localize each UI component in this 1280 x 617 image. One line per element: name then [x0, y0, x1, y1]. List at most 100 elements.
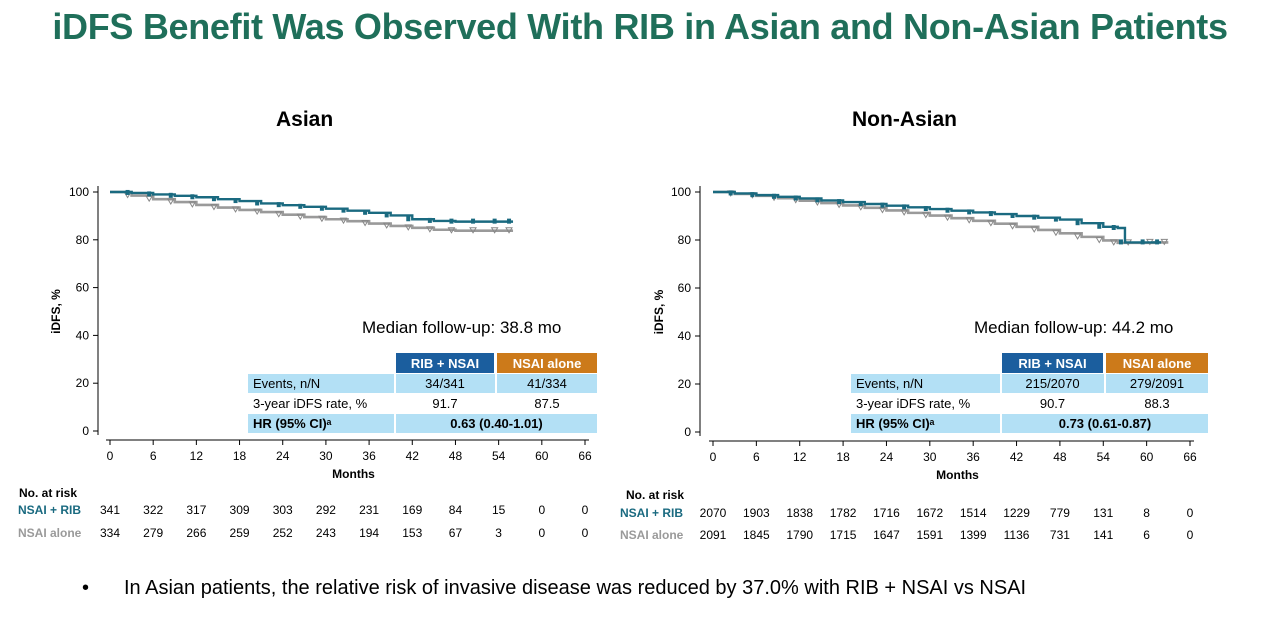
asian-risk-value: 67	[449, 526, 463, 540]
asian-risk-value: 341	[100, 503, 120, 517]
non-asian-x-tick-label: 24	[880, 450, 894, 464]
non-asian-rib-censor-mark	[1111, 225, 1116, 230]
non-asian-rib-censor-mark	[923, 206, 928, 212]
non-asian-risk-value: 1716	[873, 506, 900, 520]
slide-title: iDFS Benefit Was Observed With RIB in As…	[52, 6, 1228, 47]
asian-table-row-bg	[248, 414, 597, 433]
non-asian-risk-value: 731	[1050, 528, 1070, 542]
asian-nsai-censor-mark	[404, 224, 413, 231]
asian-risk-value: 259	[230, 526, 250, 540]
asian-y-tick-label: 0	[82, 424, 89, 438]
non-asian-rib-censor-mark	[1053, 216, 1058, 222]
non-asian-risk-value: 1838	[786, 506, 813, 520]
asian-risk-row-label: NSAI + RIB	[18, 503, 81, 517]
asian-risk-value: 317	[186, 503, 206, 517]
non-asian-nsai-censor-mark	[900, 209, 909, 216]
non-asian-x-tick-label: 54	[1097, 450, 1111, 464]
non-asian-y-tick-label: 100	[671, 185, 691, 199]
non-asian-risk-value: 2091	[700, 528, 727, 542]
non-asian-rib-censor-mark	[1097, 223, 1102, 229]
asian-nsai-censor-mark	[274, 211, 283, 218]
asian-risk-value: 322	[143, 503, 163, 517]
non-asian-risk-value: 8	[1143, 506, 1150, 520]
asian-table-nsai-value: 41/334	[527, 376, 567, 391]
asian-risk-row-label: NSAI alone	[18, 526, 82, 540]
chart-title-asian: Asian	[276, 108, 334, 131]
asian-x-tick-label: 60	[535, 449, 549, 463]
asian-table-row-label: 3-year iDFS rate, %	[253, 396, 368, 411]
non-asian-x-tick-label: 48	[1053, 450, 1067, 464]
non-asian-y-tick-label: 0	[684, 425, 691, 439]
non-asian-table-row-label: 3-year iDFS rate, %	[856, 396, 971, 411]
asian-y-axis-label: iDFS, %	[49, 289, 63, 334]
non-asian-nsai-censor-mark	[1008, 223, 1017, 230]
asian-rib-censor-mark	[406, 216, 411, 222]
asian-y-tick-label: 60	[76, 281, 90, 295]
asian-rib-censor-mark	[190, 194, 195, 200]
non-asian-x-tick-label: 66	[1183, 450, 1197, 464]
non-asian-risk-value: 0	[1187, 528, 1194, 542]
non-asian-rib-censor-mark	[837, 199, 842, 205]
asian-nsai-censor-mark	[361, 220, 369, 227]
asian-rib-censor-mark	[255, 200, 260, 206]
non-asian-rib-censor-mark	[750, 192, 755, 198]
non-asian-risk-value: 1136	[1004, 528, 1030, 542]
non-asian-y-tick-label: 60	[678, 281, 692, 295]
non-asian-table-row-label: HR (95% CI)ᵃ	[856, 416, 935, 431]
non-asian-x-axis-label: Months	[936, 468, 979, 482]
non-asian-y-tick-label: 20	[678, 377, 692, 391]
asian-rib-censor-mark	[125, 189, 130, 195]
asian-median-followup: Median follow-up: 38.8 mo	[362, 318, 561, 337]
asian-risk-value: 252	[273, 526, 293, 540]
non-asian-nsai-censor-mark	[943, 214, 952, 222]
asian-rib-censor-mark	[211, 196, 216, 202]
non-asian-risk-value: 0	[1187, 506, 1194, 520]
non-asian-rib-censor-mark	[772, 193, 777, 199]
asian-risk-value: 3	[495, 526, 502, 540]
non-asian-table-header-nsai-bg	[1106, 353, 1208, 373]
asian-risk-value: 334	[100, 526, 120, 540]
non-asian-table-header-nsai: NSAI alone	[1123, 356, 1192, 371]
asian-nsai-censor-mark	[296, 213, 305, 221]
non-asian-x-tick-label: 60	[1140, 450, 1154, 464]
non-asian-median-followup: Median follow-up: 44.2 mo	[974, 318, 1173, 337]
asian-risk-value: 0	[538, 526, 545, 540]
non-asian-risk-value: 1715	[830, 528, 857, 542]
asian-risk-value: 266	[186, 526, 206, 540]
non-asian-rib-censor-mark	[793, 195, 798, 201]
asian-y-tick-label: 40	[76, 328, 90, 342]
non-asian-risk-title: No. at risk	[626, 488, 684, 502]
asian-x-tick-label: 18	[233, 449, 247, 463]
non-asian-rib-censor-mark	[1140, 239, 1145, 245]
asian-risk-value: 0	[582, 503, 589, 517]
non-asian-rib-censor-mark	[1075, 220, 1080, 226]
asian-risk-value: 84	[449, 503, 463, 517]
bullet-text: In Asian patients, the relative risk of …	[124, 577, 1027, 599]
asian-rib-censor-mark	[363, 209, 368, 215]
non-asian-risk-value: 1845	[743, 528, 770, 542]
non-asian-rib-censor-mark	[728, 190, 733, 196]
asian-nsai-censor-mark	[425, 226, 434, 233]
asian-rib-censor-mark	[384, 212, 389, 218]
non-asian-rib-censor-mark	[858, 201, 863, 206]
asian-x-tick-label: 0	[107, 449, 114, 463]
non-asian-rib-censor-mark	[902, 204, 907, 210]
asian-x-tick-label: 36	[362, 449, 376, 463]
asian-risk-value: 0	[538, 503, 545, 517]
non-asian-risk-value: 2070	[700, 506, 727, 520]
asian-nsai-censor-mark	[253, 208, 262, 216]
asian-y-tick-label: 100	[69, 185, 89, 199]
non-asian-risk-value: 779	[1050, 506, 1070, 520]
asian-risk-value: 153	[402, 526, 422, 540]
asian-series-rib-line	[110, 190, 514, 223]
asian-rib-censor-mark	[449, 218, 454, 224]
non-asian-risk-value: 141	[1093, 528, 1113, 542]
bullet-symbol: •	[82, 577, 90, 599]
asian-rib-censor-mark	[298, 203, 303, 209]
asian-nsai-censor-mark	[339, 217, 348, 225]
asian-table-row-bg	[248, 374, 597, 393]
asian-rib-censor-mark	[471, 218, 476, 224]
non-asian-nsai-censor-mark	[1052, 229, 1060, 237]
non-asian-rib-censor-mark	[988, 211, 993, 217]
